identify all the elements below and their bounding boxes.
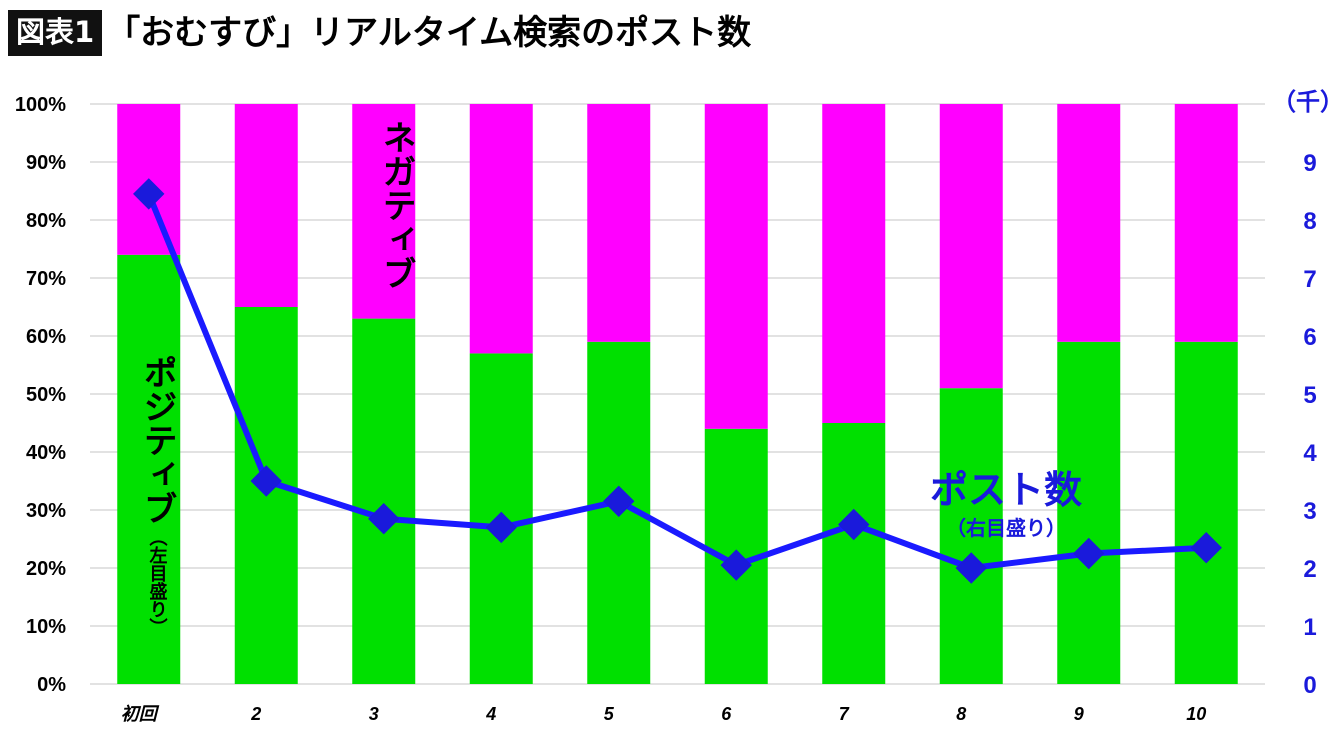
post-count-marker <box>955 552 987 584</box>
x-tick-label: 8 <box>956 704 966 724</box>
negative-label: ネガティブ <box>376 120 416 290</box>
y-tick-label: 70% <box>26 268 66 290</box>
page-title: 「おむすび」リアルタイム検索のポスト数 <box>106 13 752 53</box>
bar-negative <box>234 104 298 307</box>
y-tick-label: 10% <box>26 616 66 638</box>
post-count-marker <box>1190 531 1222 564</box>
y-tick-label: 100% <box>15 94 66 116</box>
bar-negative <box>587 104 651 342</box>
bar-negative <box>704 104 768 429</box>
title-row: 図表1 「おむすび」リアルタイム検索のポスト数 <box>8 8 751 58</box>
y2-tick-label: 1 <box>1303 614 1316 641</box>
post-count-polyline <box>145 192 1207 571</box>
bar-negative <box>822 104 886 423</box>
y2-tick-label: 0 <box>1303 672 1316 699</box>
left-axis-ticks: 0% 10% 20% 30% 40% 50% 60% 70% 80% 90% 100% <box>15 94 66 696</box>
bar-negative <box>469 104 533 354</box>
figure-badge: 図表1 <box>8 10 103 56</box>
y-tick-label: 80% <box>26 210 66 232</box>
right-axis-unit: （千） <box>1272 89 1340 116</box>
x-tick-label: 4 <box>485 704 496 724</box>
y-tick-label: 20% <box>26 558 66 580</box>
stacked-bars <box>117 104 1238 685</box>
x-tick-label: 初回 <box>121 704 160 724</box>
x-tick-label: 9 <box>1074 704 1084 724</box>
positive-scale-note: （左目盛り） <box>147 528 168 636</box>
bar-positive <box>822 423 886 684</box>
y-tick-label: 0% <box>37 674 66 696</box>
post-count-marker <box>250 465 282 497</box>
y2-tick-label: 8 <box>1303 208 1316 235</box>
y-tick-label: 50% <box>26 384 66 406</box>
x-tick-label: 10 <box>1186 704 1206 724</box>
right-axis-ticks: 0 1 2 3 4 5 6 7 8 9 <box>1303 150 1317 699</box>
bar-negative <box>939 104 1003 389</box>
bar-positive <box>1057 341 1121 684</box>
post-count-marker <box>603 485 635 518</box>
y2-tick-label: 3 <box>1303 498 1316 525</box>
post-count-line <box>133 178 1222 584</box>
post-count-marker <box>485 511 517 544</box>
x-tick-label: 7 <box>839 704 850 724</box>
y2-tick-label: 2 <box>1303 556 1316 583</box>
post-count-marker <box>133 178 165 210</box>
x-tick-label: 6 <box>721 704 732 724</box>
y2-tick-label: 4 <box>1303 440 1317 467</box>
post-count-marker <box>838 508 870 541</box>
y2-tick-label: 6 <box>1303 324 1316 351</box>
post-count-marker <box>1073 537 1105 570</box>
post-count-marker <box>720 549 752 581</box>
bar-positive <box>117 254 181 685</box>
x-axis-ticks: 初回 2 3 4 5 6 7 8 9 10 <box>121 704 1207 724</box>
bar-negative <box>1057 104 1121 342</box>
y-tick-label: 40% <box>26 442 66 464</box>
y2-tick-label: 5 <box>1303 382 1316 409</box>
y-tick-label: 90% <box>26 152 66 174</box>
y2-tick-label: 7 <box>1303 266 1316 293</box>
y-tick-label: 30% <box>26 500 66 522</box>
x-tick-label: 3 <box>369 704 379 724</box>
bar-negative <box>352 104 416 319</box>
y2-tick-label: 9 <box>1303 150 1316 177</box>
post-count-marker <box>368 502 400 535</box>
bar-positive <box>1174 341 1238 684</box>
x-tick-label: 5 <box>604 704 615 724</box>
post-count-label: ポスト数 <box>930 468 1082 512</box>
post-count-scale-note: （右目盛り） <box>946 516 1066 540</box>
positive-label: ポジティブ <box>137 355 177 525</box>
y-tick-label: 60% <box>26 326 66 348</box>
bar-positive <box>352 318 416 684</box>
bar-positive <box>939 388 1003 684</box>
x-tick-label: 2 <box>250 704 261 724</box>
bar-negative <box>1174 104 1238 342</box>
